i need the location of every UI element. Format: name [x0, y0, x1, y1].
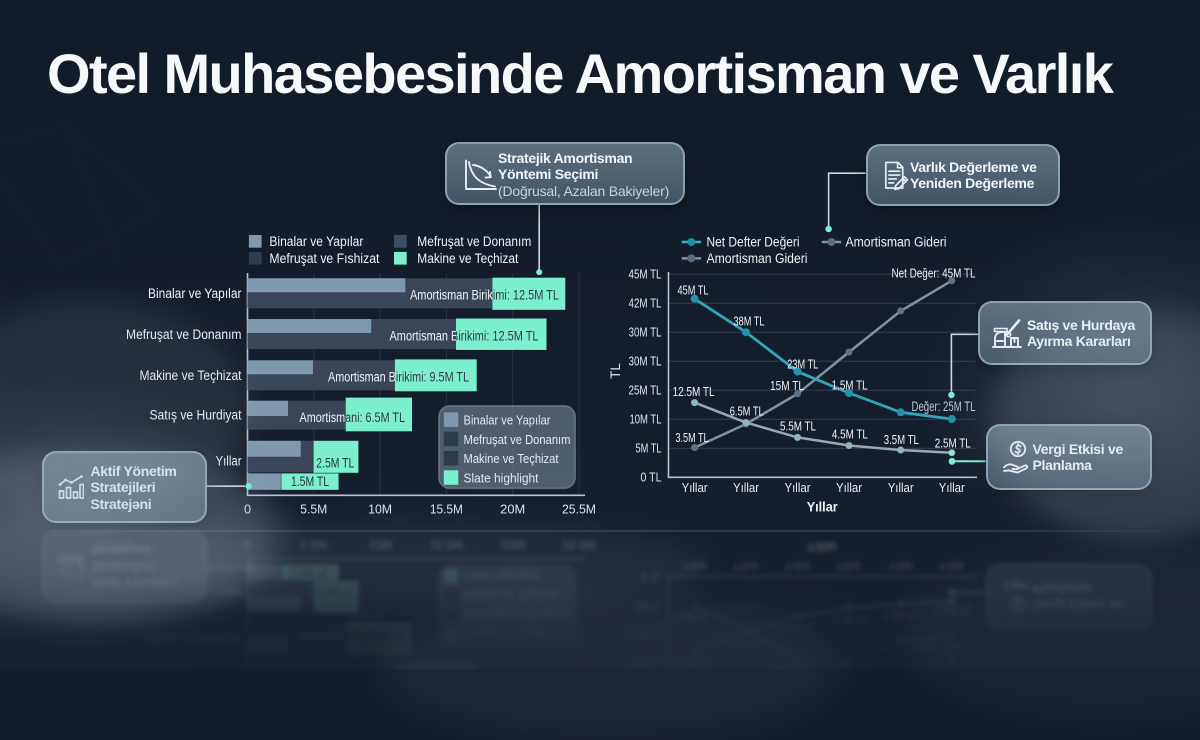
svg-text:3.5M TL: 3.5M TL [884, 432, 919, 447]
svg-text:Yıllar: Yıllar [785, 481, 811, 495]
svg-text:Amortisman Gideri: Amortisman Gideri [707, 251, 808, 266]
svg-text:Yıllar: Yıllar [836, 481, 862, 495]
svg-text:25.5M: 25.5M [562, 503, 596, 517]
svg-text:Binalar ve Yapılar: Binalar ve Yapılar [464, 413, 552, 428]
svg-text:5M TL: 5M TL [636, 442, 662, 456]
svg-text:30M TL: 30M TL [629, 326, 662, 340]
svg-text:6.5M TL: 6.5M TL [730, 404, 764, 419]
svg-text:25M TL: 25M TL [629, 384, 662, 398]
svg-text:3.5M TL: 3.5M TL [676, 430, 709, 445]
svg-text:Binalar ve Yapılar: Binalar ve Yapılar [148, 286, 242, 301]
svg-text:Makine ve Teçhizat: Makine ve Teçhizat [464, 451, 559, 466]
svg-text:0 TL: 0 TL [641, 471, 662, 485]
svg-text:2.5M TL: 2.5M TL [316, 455, 354, 471]
svg-text:Değer: 25M TL: Değer: 25M TL [912, 399, 976, 414]
svg-text:2.5M TL: 2.5M TL [935, 436, 971, 451]
svg-text:23M TL: 23M TL [787, 357, 818, 372]
svg-text:20M: 20M [500, 503, 525, 517]
svg-text:38M TL: 38M TL [734, 314, 765, 329]
svg-text:Yıllar: Yıllar [888, 481, 914, 495]
svg-text:Mefruşat ve Donanım: Mefruşat ve Donanım [417, 234, 531, 249]
svg-text:10M TL: 10M TL [630, 413, 662, 427]
svg-text:Yıllar: Yıllar [807, 499, 838, 515]
svg-text:1.5M TL: 1.5M TL [291, 474, 329, 490]
svg-text:15.5M: 15.5M [430, 503, 463, 517]
svg-text:4.5M TL: 4.5M TL [832, 426, 868, 441]
svg-text:5.5M: 5.5M [300, 503, 327, 517]
svg-text:Yıllar: Yıllar [682, 481, 708, 495]
svg-text:Mefruşat ve Fıshizat: Mefruşat ve Fıshizat [269, 251, 379, 266]
svg-text:45M TL: 45M TL [678, 283, 709, 298]
svg-text:Slate highlight: Slate highlight [464, 470, 539, 485]
svg-text:Yıllar: Yıllar [939, 481, 965, 495]
svg-text:Mefruşat ve Donanım: Mefruşat ve Donanım [464, 432, 571, 447]
svg-text:TL: TL [608, 363, 623, 379]
svg-text:Binalar ve Yapılar: Binalar ve Yapılar [269, 234, 363, 249]
svg-text:12.5M TL: 12.5M TL [673, 384, 715, 399]
svg-text:1.5M TL: 1.5M TL [832, 378, 868, 393]
svg-text:Yıllar: Yıllar [733, 481, 759, 495]
svg-text:Amortisman Gideri: Amortisman Gideri [846, 235, 947, 250]
svg-text:Makine ve Teçhizat: Makine ve Teçhizat [417, 251, 518, 266]
svg-text:Net Değer: 45M TL: Net Değer: 45M TL [892, 266, 976, 281]
svg-text:Net Defter Değeri: Net Defter Değeri [707, 235, 800, 250]
svg-text:45M TL: 45M TL [629, 268, 662, 282]
svg-text:42M TL: 42M TL [629, 297, 662, 311]
svg-text:10M: 10M [368, 503, 392, 517]
svg-text:5.5M TL: 5.5M TL [780, 419, 816, 434]
svg-text:30M TL: 30M TL [629, 355, 662, 369]
svg-text:15M TL: 15M TL [770, 378, 804, 393]
